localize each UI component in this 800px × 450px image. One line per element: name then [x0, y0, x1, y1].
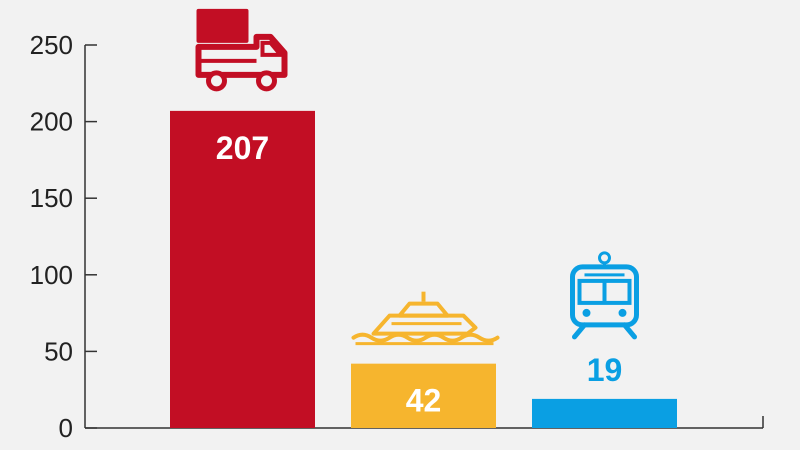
y-tick-label: 0: [59, 413, 73, 443]
value-label-truck: 207: [216, 130, 269, 166]
data-labels: 207 42 19: [216, 130, 622, 419]
truck-icon: [195, 8, 288, 92]
bar-train: [532, 398, 677, 428]
value-label-ship: 42: [406, 383, 442, 419]
bar-truck: [170, 110, 315, 428]
y-tick-label: 50: [44, 336, 73, 366]
y-tick-label: 100: [30, 260, 73, 290]
value-label-train: 19: [587, 352, 623, 388]
y-tick-label: 200: [30, 107, 73, 137]
category-icons: [195, 8, 639, 346]
axes: 0 50 100 150 200 250: [30, 30, 764, 443]
y-tick-label: 250: [30, 30, 73, 60]
ship-icon: [351, 291, 500, 346]
bar-ship: [351, 363, 496, 428]
y-tick-label: 150: [30, 183, 73, 213]
bars: [170, 110, 677, 428]
train-icon: [570, 251, 639, 340]
